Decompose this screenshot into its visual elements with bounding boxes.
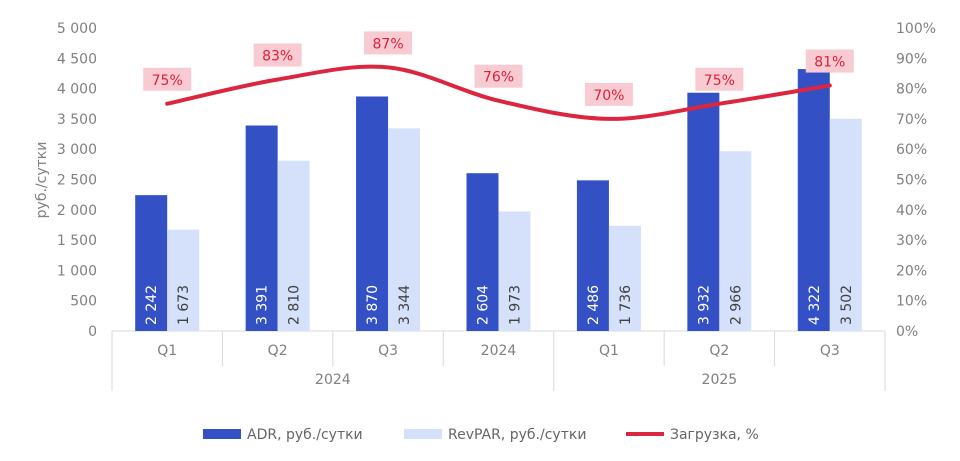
occupancy-series-line — [165, 64, 832, 121]
occupancy-label-box — [474, 64, 523, 88]
y2-tick-label: 50% — [896, 173, 927, 189]
adr-value-label: 4 322 — [807, 285, 823, 325]
y-tick-label: 1 500 — [57, 233, 97, 249]
adr-value-label: 3 870 — [365, 285, 381, 325]
legend-revpar-label: RevPAR, руб./сутки — [448, 427, 586, 443]
adr-value-label: 3 391 — [255, 285, 271, 325]
legend-adr-swatch — [203, 429, 241, 439]
y-tick-label: 4 000 — [57, 82, 97, 98]
occupancy-value-label: 76% — [483, 70, 514, 86]
y-tick-label: 4 500 — [57, 51, 97, 67]
y2-tick-label: 80% — [896, 82, 927, 98]
occupancy-line — [165, 64, 832, 121]
y-axis-title: руб./сутки — [34, 142, 50, 219]
y-tick-label: 2 000 — [57, 203, 97, 219]
y2-tick-label: 100% — [896, 21, 936, 37]
bars — [135, 69, 862, 332]
y2-tick-label: 70% — [896, 112, 927, 128]
group-label: 2024 — [315, 372, 351, 388]
group-label: 2025 — [702, 372, 738, 388]
revpar-value-label: 3 344 — [397, 285, 413, 325]
revpar-bar — [608, 225, 641, 331]
revpar-bar — [719, 151, 752, 331]
x-tick-label: Q3 — [378, 343, 398, 359]
revpar-value-label: 3 502 — [839, 285, 855, 325]
revpar-value-label: 2 810 — [287, 285, 303, 325]
revpar-bar — [498, 211, 531, 331]
legend-adr-label: ADR, руб./сутки — [247, 427, 363, 443]
adr-bar — [466, 173, 499, 331]
y-tick-label: 1 000 — [57, 263, 97, 279]
x-tick-label: Q2 — [268, 343, 288, 359]
adr-value-label: 2 604 — [476, 285, 492, 325]
y-tick-label: 3 000 — [57, 142, 97, 158]
occupancy-value-label: 70% — [593, 88, 624, 104]
x-tick-label: Q1 — [157, 343, 177, 359]
y2-tick-label: 0% — [896, 324, 918, 340]
x-tick-label: Q3 — [820, 343, 840, 359]
occupancy-label-box — [364, 31, 413, 55]
adr-bar — [135, 195, 168, 331]
revpar-value-label: 1 736 — [618, 285, 634, 325]
x-tick-label: 2024 — [481, 343, 517, 359]
y-tick-label: 3 500 — [57, 112, 97, 128]
data-labels: 2 242 3 391 3 870 2 604 2 486 3 932 4 322 1 673… — [143, 31, 855, 325]
revpar-value-label: 1 673 — [176, 285, 192, 325]
legend-occupancy-label: Загрузка, % — [670, 427, 759, 443]
adr-value-label: 3 932 — [696, 285, 712, 325]
occupancy-value-label: 83% — [262, 49, 293, 65]
occupancy-value-label: 87% — [373, 36, 404, 52]
y2-tick-label: 30% — [896, 233, 927, 249]
y-tick-label: 500 — [70, 294, 97, 310]
occupancy-label-box — [143, 67, 192, 91]
revpar-value-label: 1 973 — [508, 285, 524, 325]
legend-revpar-swatch — [404, 429, 442, 439]
occupancy-value-label: 75% — [704, 73, 735, 89]
adr-value-label: 2 242 — [144, 285, 160, 325]
y2-tick-label: 10% — [896, 294, 927, 310]
revpar-bar — [829, 118, 862, 331]
y-tick-label: 0 — [88, 324, 97, 340]
adr-bar — [356, 96, 389, 331]
x-tick-label: Q1 — [599, 343, 619, 359]
adr-bar — [797, 69, 830, 332]
adr-bar — [576, 180, 609, 331]
occupancy-value-label: 81% — [814, 55, 845, 71]
adr-value-label: 2 486 — [586, 285, 602, 325]
occupancy-label-box — [584, 82, 633, 106]
y2-tick-label: 90% — [896, 51, 927, 67]
revpar-bar — [277, 160, 310, 331]
y2-tick-label: 40% — [896, 203, 927, 219]
legend: ADR, руб./сутки RevPAR, руб./сутки Загрузк… — [203, 427, 759, 443]
occupancy-value-label: 75% — [152, 73, 183, 89]
revpar-value-label: 2 966 — [728, 285, 744, 325]
occupancy-label-box — [695, 67, 744, 91]
occupancy-label-box — [253, 43, 302, 67]
x-tick-label: Q2 — [709, 343, 729, 359]
y2-tick-label: 20% — [896, 263, 927, 279]
y-tick-label: 5 000 — [57, 21, 97, 37]
revpar-bar — [167, 229, 200, 331]
y-tick-label: 2 500 — [57, 173, 97, 189]
revpar-bar — [388, 128, 421, 331]
y2-tick-label: 60% — [896, 142, 927, 158]
axes: 0 500 1 000 1 500 2 000 2 500 3 000 3 500 4 000 4… — [34, 21, 936, 391]
adr-bar — [245, 125, 278, 331]
adr-bar — [687, 92, 720, 332]
occupancy-label-box — [805, 49, 854, 73]
